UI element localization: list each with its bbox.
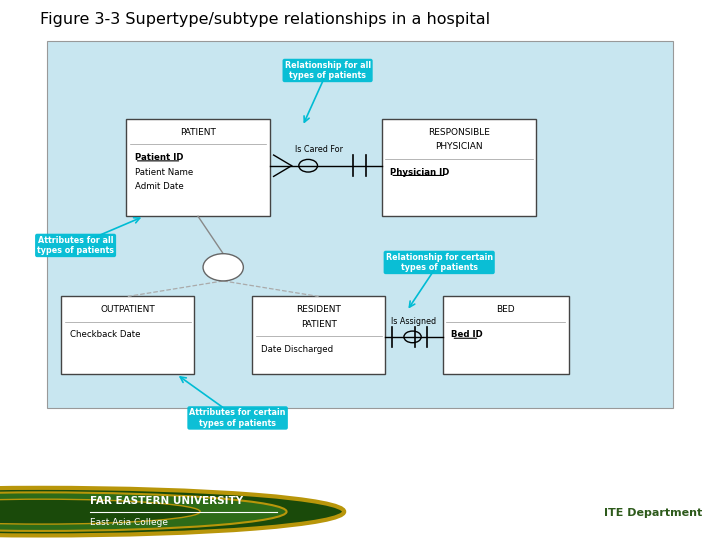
- Text: Admit Date: Admit Date: [135, 183, 184, 191]
- Text: PATIENT: PATIENT: [180, 128, 216, 137]
- Text: Attributes for certain
types of patients: Attributes for certain types of patients: [189, 408, 286, 428]
- Text: Physician ID: Physician ID: [390, 167, 449, 177]
- Text: FAR EASTERN UNIVERSITY: FAR EASTERN UNIVERSITY: [90, 496, 243, 507]
- Circle shape: [0, 492, 287, 531]
- FancyBboxPatch shape: [126, 119, 270, 216]
- Text: BED: BED: [497, 305, 515, 314]
- FancyBboxPatch shape: [61, 296, 194, 374]
- Text: PATIENT: PATIENT: [301, 320, 336, 329]
- Text: OUTPATIENT: OUTPATIENT: [100, 305, 156, 314]
- Circle shape: [0, 488, 344, 536]
- Text: PHYSICIAN: PHYSICIAN: [435, 143, 483, 151]
- Circle shape: [0, 499, 200, 524]
- Text: East Asia College: East Asia College: [90, 518, 168, 528]
- Text: Checkback Date: Checkback Date: [70, 330, 140, 340]
- Text: Patient Name: Patient Name: [135, 167, 193, 177]
- Text: ITE Department: ITE Department: [604, 508, 702, 518]
- Text: Figure 3-3 Supertype/subtype relationships in a hospital: Figure 3-3 Supertype/subtype relationshi…: [40, 12, 490, 27]
- Text: Patient ID: Patient ID: [135, 153, 183, 162]
- Text: Bed ID: Bed ID: [451, 330, 483, 340]
- Text: Attributes for all
types of patients: Attributes for all types of patients: [37, 236, 114, 255]
- Text: RESPONSIBLE: RESPONSIBLE: [428, 128, 490, 137]
- FancyBboxPatch shape: [443, 296, 569, 374]
- FancyBboxPatch shape: [252, 296, 385, 374]
- Text: Is Assigned: Is Assigned: [392, 317, 436, 326]
- FancyBboxPatch shape: [47, 42, 673, 408]
- Text: Date Discharged: Date Discharged: [261, 345, 333, 354]
- Text: Is Cared For: Is Cared For: [294, 145, 343, 153]
- Text: RESIDENT: RESIDENT: [296, 305, 341, 314]
- FancyBboxPatch shape: [382, 119, 536, 216]
- Circle shape: [203, 254, 243, 281]
- Text: Relationship for all
types of patients: Relationship for all types of patients: [284, 61, 371, 80]
- Text: Relationship for certain
types of patients: Relationship for certain types of patien…: [386, 253, 492, 272]
